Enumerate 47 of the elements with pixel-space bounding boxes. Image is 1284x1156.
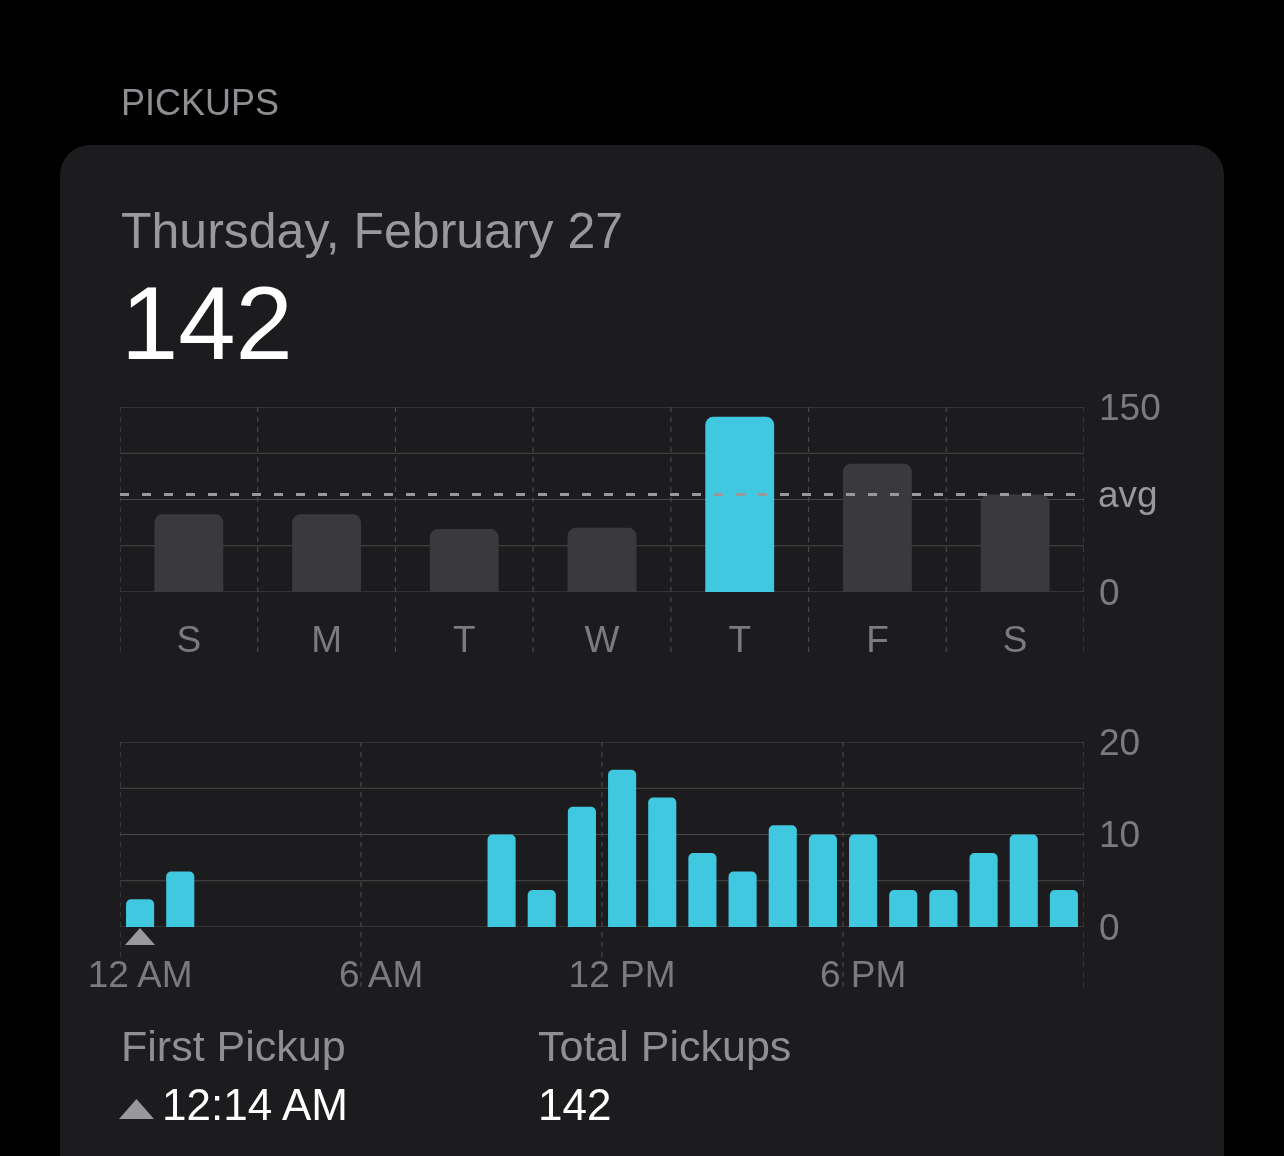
bar [705,416,775,592]
x-tick-label: 12 AM [87,954,193,995]
x-tick-label: 6 PM [819,954,907,995]
x-tick-label: M [311,619,342,660]
bar [154,514,224,592]
y-tick-label: 0 [1099,906,1120,948]
x-tick-label: T [452,619,476,660]
bar [608,769,637,927]
x-tick-label: T [728,619,752,660]
ref-line-label: avg [1098,474,1158,515]
x-tick-label: S [176,619,202,660]
x-tick-label: F [866,619,889,660]
x-tick-label: 12 PM [568,954,676,995]
bar [808,834,837,927]
y-tick-label: 20 [1099,721,1141,763]
x-tick-label: W [584,619,620,660]
y-tick-label: 10 [1099,814,1141,856]
text: 12:14 AM [162,1079,348,1129]
x-tick-label: 6 AM [338,954,424,995]
bar [166,871,195,927]
bar [728,871,757,927]
y-tick-label: 150 [1099,386,1161,428]
bar [969,853,998,927]
bar [1009,834,1038,927]
bar [929,890,958,927]
bar [1049,890,1078,927]
bar [429,529,499,592]
text: Total Pickups [538,1021,792,1070]
bar [487,834,516,927]
x-tick-label: S [1002,619,1028,660]
bar [567,527,637,592]
text: 142 [121,266,293,381]
chart-title: PICKUPS [121,81,280,123]
bar [567,806,596,927]
bar [980,494,1050,592]
y-tick-label: 0 [1099,571,1120,613]
bar [292,514,361,592]
bar [688,853,717,927]
bar [768,825,797,927]
chart-subtitle: Thursday, February 27 [121,202,624,259]
bar [889,890,918,927]
bar [648,797,677,927]
bar [527,890,556,927]
bar [849,834,878,927]
text: 142 [538,1079,612,1129]
bar [843,463,912,592]
text: First Pickup [121,1021,346,1070]
